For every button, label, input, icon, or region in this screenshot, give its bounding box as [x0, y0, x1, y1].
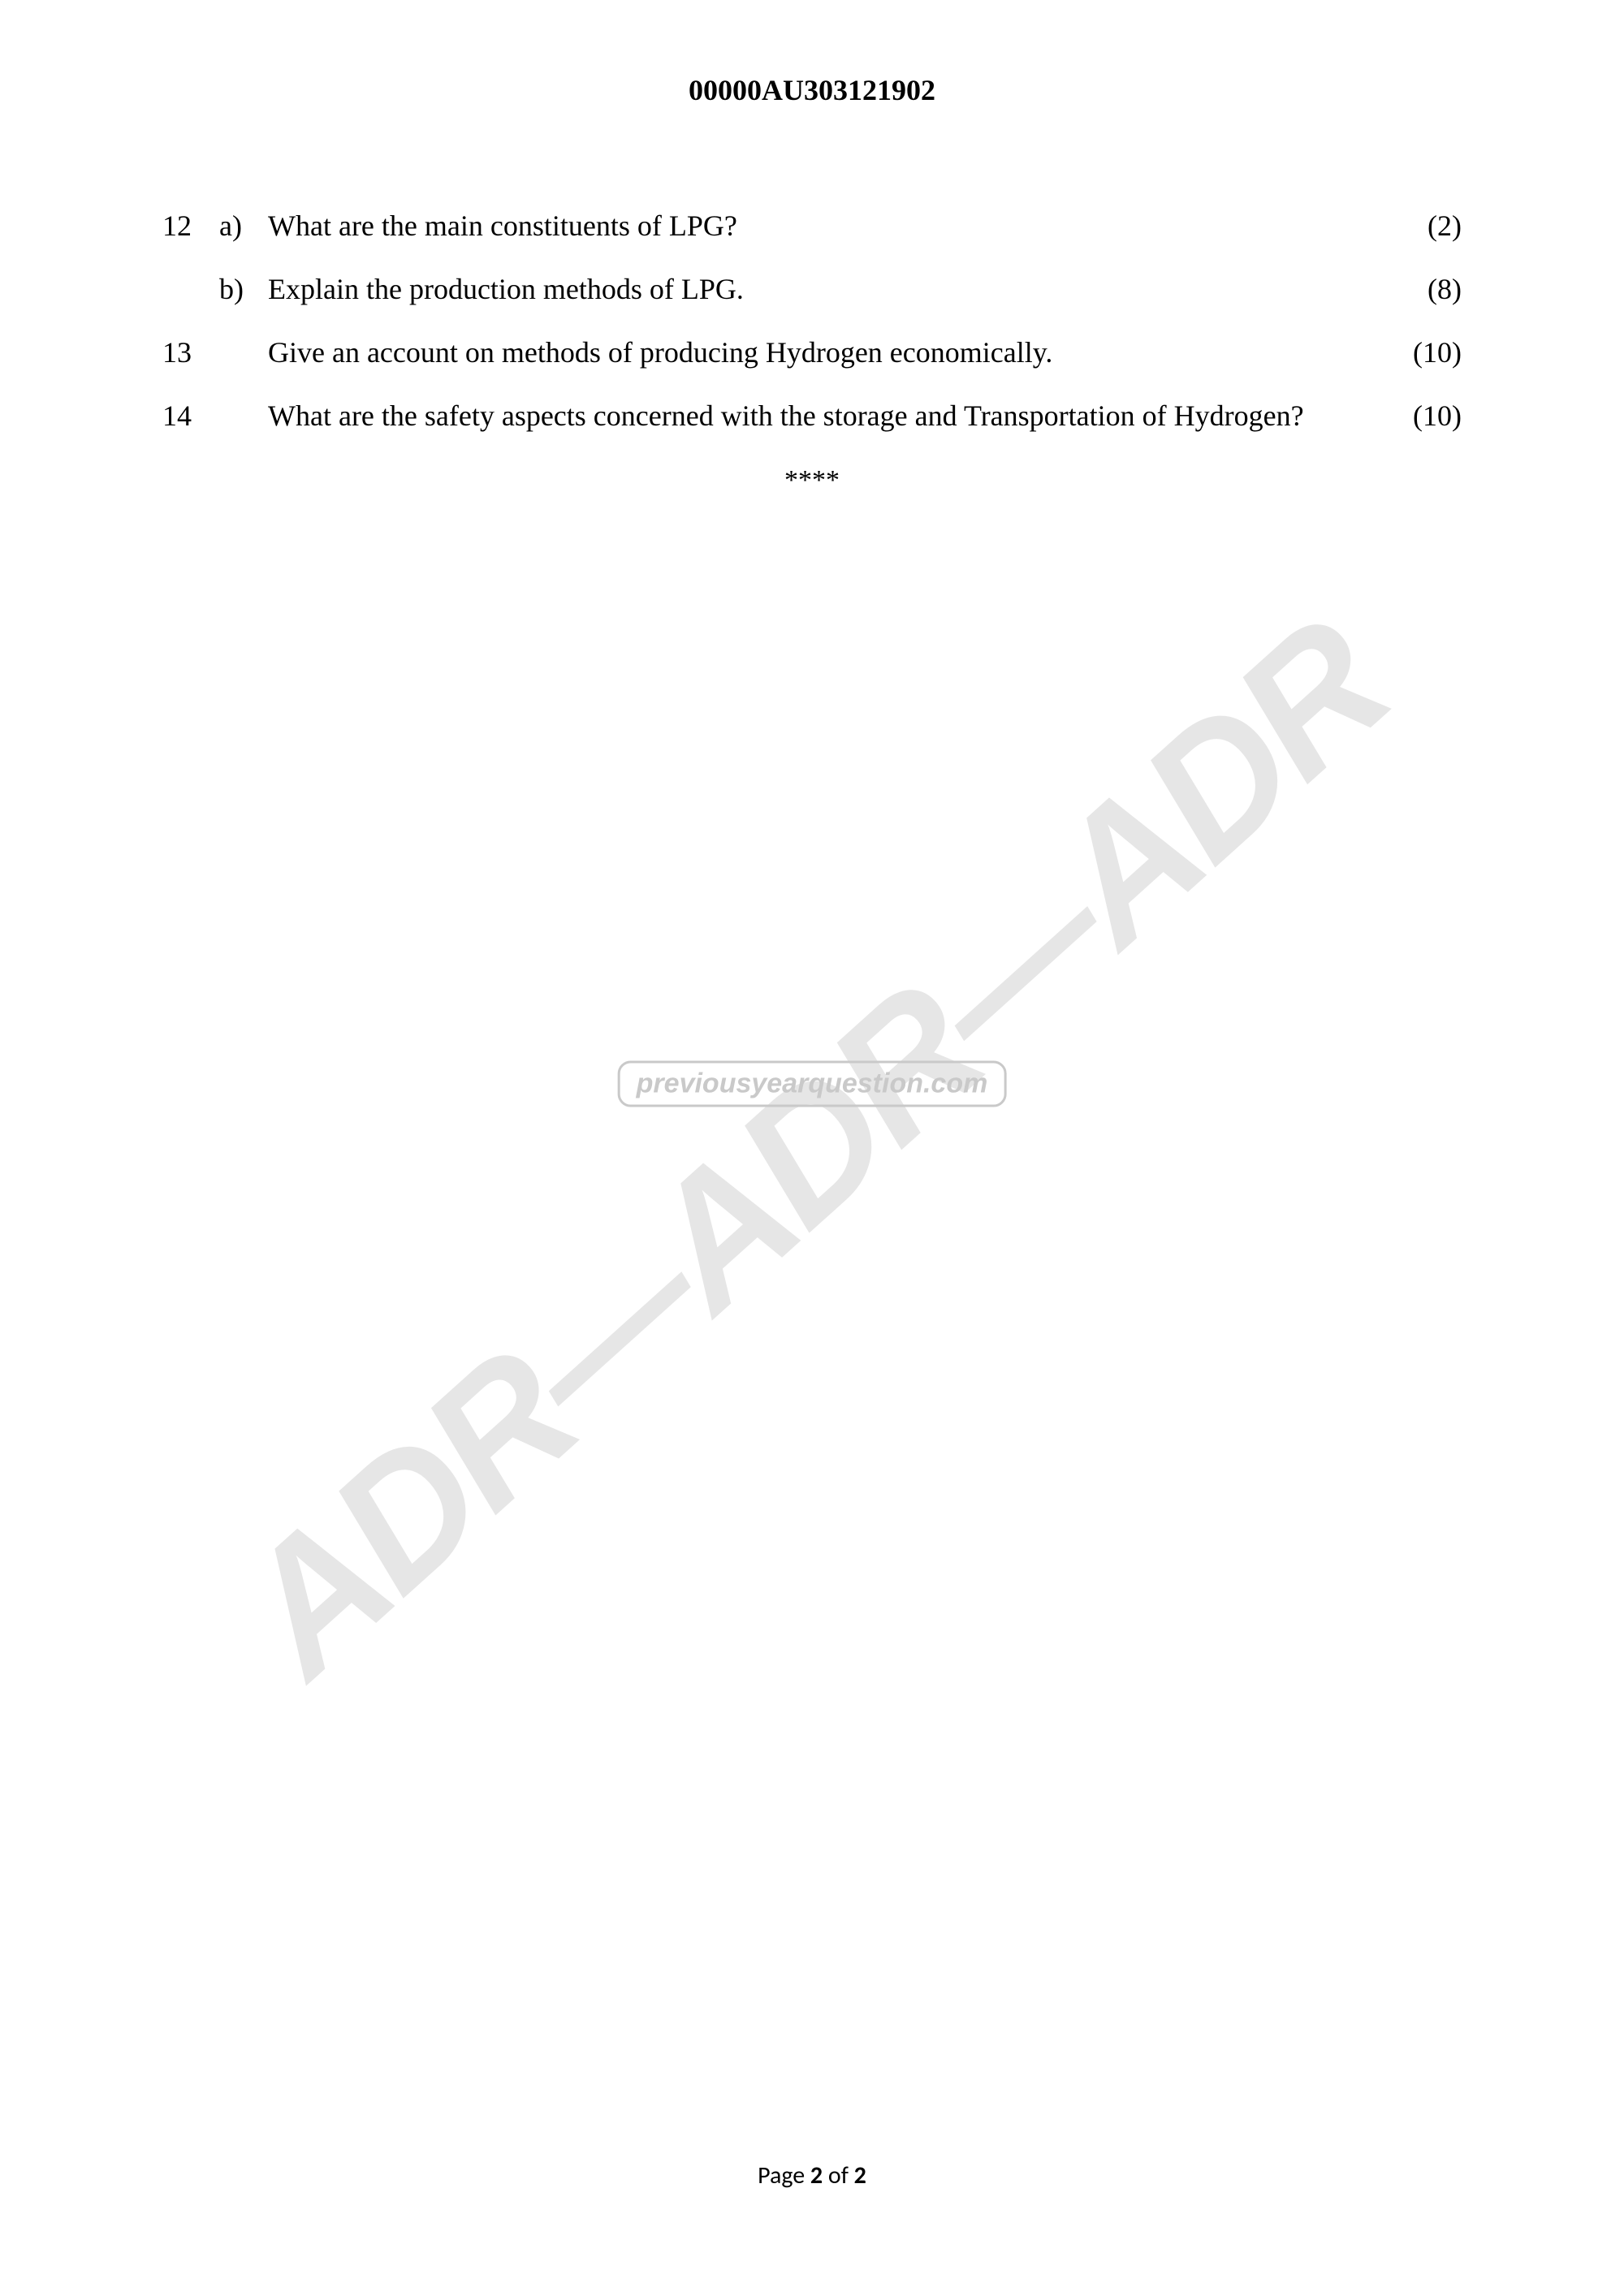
header-code: 00000AU303121902 — [162, 73, 1462, 107]
page-footer: Page 2 of 2 — [0, 2160, 1624, 2190]
watermark-diagonal: ADR—ADR—ADR — [199, 581, 1425, 1714]
footer-current-page: 2 — [810, 2160, 823, 2190]
question-number: 13 — [162, 323, 219, 382]
questions-block: 12 a) What are the main constituents of … — [162, 196, 1462, 445]
question-marks: (10) — [1389, 323, 1462, 382]
watermark-badge: previousyearquestion.com — [618, 1060, 1007, 1107]
end-marker: **** — [162, 465, 1462, 496]
footer-separator: of — [823, 2160, 854, 2190]
footer-total-pages: 2 — [854, 2160, 866, 2190]
question-text: What are the safety aspects concerned wi… — [268, 386, 1389, 445]
question-marks: (10) — [1389, 386, 1462, 445]
question-subpart: b) — [219, 260, 268, 318]
question-text: What are the main constituents of LPG? — [268, 196, 1389, 255]
question-marks: (2) — [1389, 196, 1462, 255]
question-text: Give an account on methods of producing … — [268, 323, 1389, 382]
question-subpart: a) — [219, 196, 268, 255]
question-row: 13 Give an account on methods of produci… — [162, 323, 1462, 382]
page-content: 00000AU303121902 12 a) What are the main… — [162, 73, 1462, 496]
question-text: Explain the production methods of LPG. — [268, 260, 1389, 318]
question-number: 12 — [162, 196, 219, 255]
question-row: b) Explain the production methods of LPG… — [162, 260, 1462, 318]
question-row: 14 What are the safety aspects concerned… — [162, 386, 1462, 445]
footer-prefix: Page — [758, 2160, 810, 2190]
question-number: 14 — [162, 386, 219, 445]
question-row: 12 a) What are the main constituents of … — [162, 196, 1462, 255]
question-marks: (8) — [1389, 260, 1462, 318]
